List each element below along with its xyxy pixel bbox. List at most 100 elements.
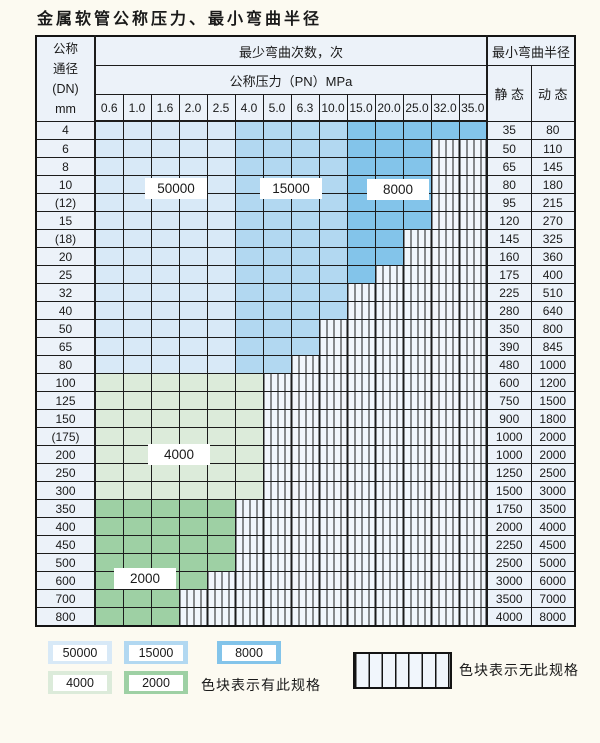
dynamic-value: 270 (530, 211, 576, 230)
static-value: 80 (486, 175, 532, 194)
spec-cell (94, 607, 124, 627)
no-spec-cell (402, 571, 432, 590)
no-spec-cell (262, 445, 292, 464)
static-value: 175 (486, 265, 532, 284)
no-spec-cell (374, 391, 404, 410)
no-spec-cell (346, 427, 376, 446)
spec-cell (206, 553, 236, 572)
spec-cell (94, 499, 124, 518)
spec-cell (178, 229, 208, 248)
spec-cell (122, 535, 152, 554)
no-spec-cell (290, 463, 320, 482)
dn-value: 800 (35, 607, 96, 627)
dn-value: (12) (35, 193, 96, 212)
no-spec-cell (458, 409, 488, 428)
table-row: 350 1750 3500 (35, 499, 576, 518)
spec-cell (94, 355, 124, 374)
dynamic-value: 1000 (530, 355, 576, 374)
no-spec-cell (262, 571, 292, 590)
no-spec-cell (290, 445, 320, 464)
spec-cell (346, 120, 376, 140)
dynamic-value: 360 (530, 247, 576, 266)
no-spec-cell (430, 283, 460, 302)
pressure-tick: 15.0 (346, 94, 376, 122)
spec-cell (318, 229, 348, 248)
spec-cell (122, 607, 152, 627)
spec-cell (150, 517, 180, 536)
spec-cell (206, 373, 236, 392)
spec-cell (150, 229, 180, 248)
no-spec-cell (262, 463, 292, 482)
dynamic-value: 215 (530, 193, 576, 212)
table-row: 80 480 1000 (35, 355, 576, 374)
no-spec-cell (430, 427, 460, 446)
spec-cell (318, 247, 348, 266)
no-spec-cell (178, 607, 208, 627)
no-spec-cell (458, 319, 488, 338)
spec-cell (178, 301, 208, 320)
spec-cell (290, 301, 320, 320)
spec-cell (122, 193, 152, 212)
zone-label-50000: 50000 (145, 178, 207, 199)
spec-cell (94, 427, 124, 446)
no-spec-cell (374, 283, 404, 302)
spec-cell (122, 409, 152, 428)
no-spec-cell (458, 427, 488, 446)
spec-cell (150, 373, 180, 392)
no-spec-cell (458, 157, 488, 176)
dynamic-value: 3500 (530, 499, 576, 518)
static-value: 280 (486, 301, 532, 320)
static-value: 50 (486, 139, 532, 158)
spec-cell (122, 247, 152, 266)
no-spec-cell (290, 607, 320, 627)
no-spec-cell (346, 607, 376, 627)
static-value: 750 (486, 391, 532, 410)
no-spec-cell (262, 427, 292, 446)
no-spec-cell (402, 247, 432, 266)
pressure-tick: 1.0 (122, 94, 152, 122)
no-spec-cell (430, 301, 460, 320)
table-row: 500 2500 5000 (35, 553, 576, 572)
dn-value: (18) (35, 229, 96, 248)
spec-cell (402, 157, 432, 176)
dynamic-value: 2000 (530, 427, 576, 446)
spec-cell (206, 427, 236, 446)
no-spec-cell (318, 499, 348, 518)
no-spec-cell (374, 445, 404, 464)
dynamic-value: 6000 (530, 571, 576, 590)
no-spec-cell (318, 481, 348, 500)
table-row: 300 1500 3000 (35, 481, 576, 500)
no-spec-cell (374, 319, 404, 338)
spec-cell (318, 265, 348, 284)
table-row: 8 65 145 (35, 157, 576, 176)
zone-label-15000: 15000 (260, 178, 322, 199)
dynamic-value: 4000 (530, 517, 576, 536)
spec-cell (290, 247, 320, 266)
dynamic-header: 动 态 (530, 65, 576, 122)
no-spec-cell (458, 553, 488, 572)
dynamic-value: 5000 (530, 553, 576, 572)
static-value: 2000 (486, 517, 532, 536)
table-row: 450 2250 4500 (35, 535, 576, 554)
spec-cell (206, 301, 236, 320)
spec-cell (122, 355, 152, 374)
dynamic-value: 80 (530, 120, 576, 140)
no-spec-cell (290, 391, 320, 410)
spec-cell (122, 463, 152, 482)
spec-cell (178, 247, 208, 266)
spec-cell (206, 409, 236, 428)
spec-table: 公称 通径 (DN) mm 最少弯曲次数，次 最小弯曲半径 公称压力（PN）MPa 静 态动 … (35, 35, 576, 627)
spec-cell (206, 535, 236, 554)
table-row: 150 900 1800 (35, 409, 576, 428)
dn-value: 6 (35, 139, 96, 158)
spec-cell (94, 139, 124, 158)
spec-cell (430, 120, 460, 140)
spec-cell (94, 517, 124, 536)
spec-cell (262, 247, 292, 266)
spec-cell (150, 247, 180, 266)
no-spec-cell (262, 517, 292, 536)
no-spec-cell (430, 139, 460, 158)
dynamic-value: 180 (530, 175, 576, 194)
table-row: 65 390 845 (35, 337, 576, 356)
spec-cell (178, 571, 208, 590)
